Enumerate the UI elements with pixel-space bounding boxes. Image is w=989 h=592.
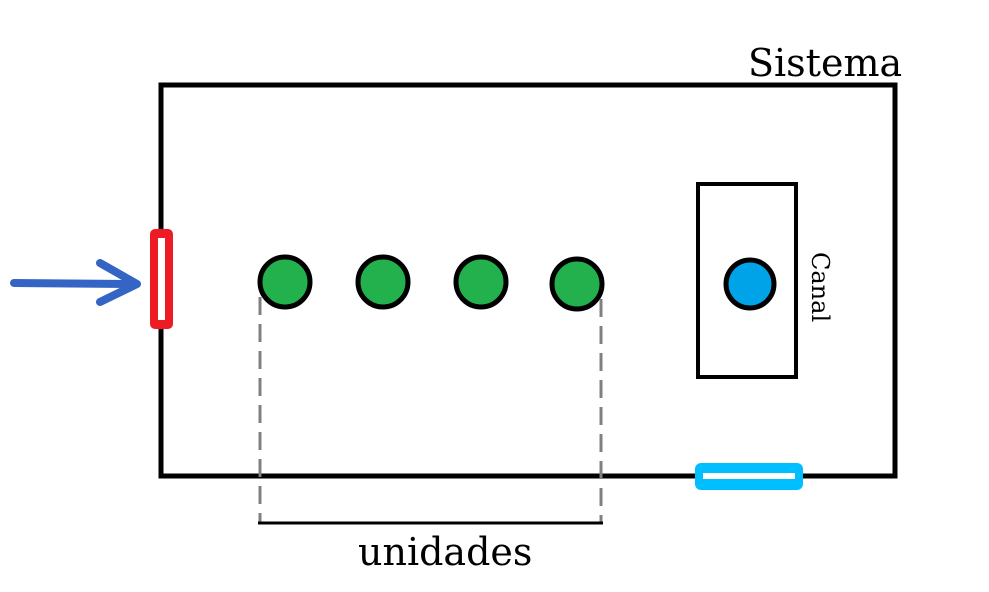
- server-unit: [723, 257, 777, 311]
- queue-units: [257, 254, 605, 312]
- entry-gate: [150, 229, 173, 329]
- channel-label: Canal: [806, 252, 834, 323]
- exit-gate: [695, 463, 803, 490]
- arrival-arrow: [10, 259, 141, 306]
- channel-box: [696, 182, 798, 379]
- system-title: Sistema: [748, 41, 903, 85]
- queue-unit: [257, 254, 313, 310]
- queue-unit: [453, 254, 509, 310]
- units-label: unidades: [358, 530, 533, 574]
- queue-unit: [355, 254, 411, 310]
- units-bracket: [258, 297, 603, 525]
- queue-unit: [549, 256, 605, 312]
